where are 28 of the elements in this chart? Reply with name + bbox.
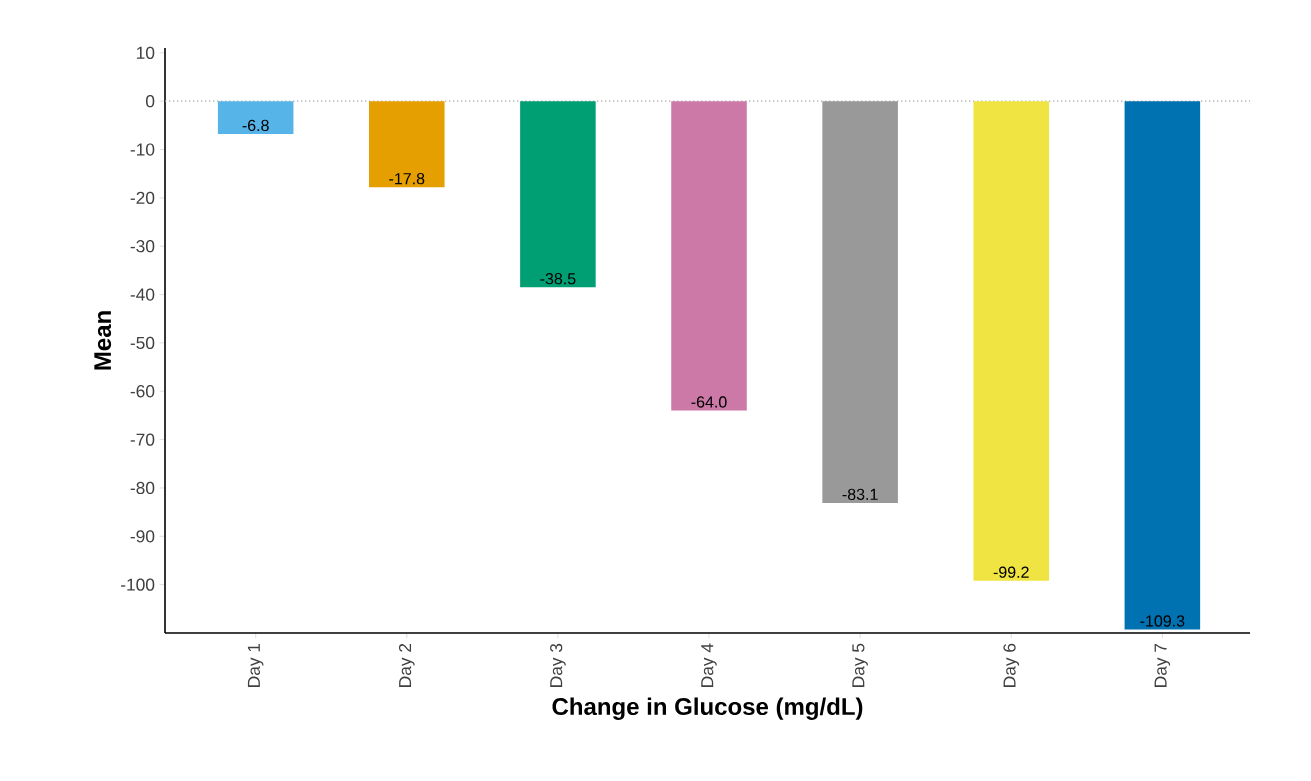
x-tick-label: Day 5 (852, 643, 868, 687)
y-axis-title: Mean (94, 311, 112, 370)
y-tick-label: -50 (130, 336, 155, 350)
y-tick-label: -30 (130, 240, 155, 253)
data-label: -109.3 (1140, 615, 1185, 627)
x-tick-label: Day 1 (247, 643, 264, 687)
y-tick-label: 0 (145, 95, 155, 108)
y-tick-label: -10 (130, 143, 155, 156)
data-label: -6.8 (242, 119, 269, 132)
y-tick-label: -80 (130, 481, 155, 495)
x-tick-label: Day 4 (701, 643, 717, 687)
y-tick-label: -40 (130, 288, 155, 301)
data-label: -64.0 (691, 396, 727, 408)
x-tick-label: Day 6 (1003, 643, 1020, 687)
data-label: -17.8 (389, 172, 425, 185)
y-tick-label: -70 (130, 433, 155, 446)
x-axis-title: Change in Glucose (mg/dL) (552, 697, 863, 720)
y-tick-label: -100 (121, 578, 155, 591)
y-tick-label: -60 (130, 385, 155, 398)
y-tick-label: -20 (130, 191, 155, 204)
data-label: -38.5 (540, 273, 576, 285)
y-tick-label: -90 (130, 530, 155, 543)
x-tick-label: Day 7 (1154, 643, 1171, 687)
x-tick-label: Day 3 (550, 643, 566, 687)
data-label: -99.2 (993, 566, 1029, 578)
data-label: -83.1 (842, 488, 878, 500)
x-tick-label: Day 2 (398, 643, 415, 687)
y-tick-label: 10 (137, 46, 155, 59)
